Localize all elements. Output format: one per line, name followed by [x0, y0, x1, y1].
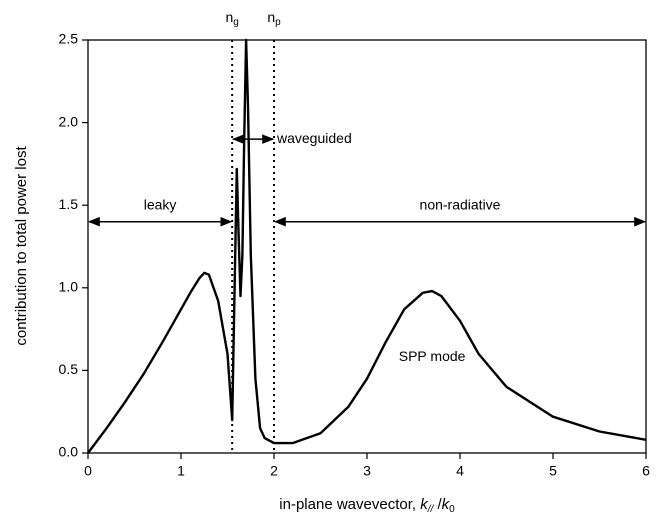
x-label-k: k [420, 496, 429, 513]
x-tick-label: 6 [642, 463, 650, 479]
reference-label-main: n [267, 9, 275, 25]
reference-label: ng [225, 9, 238, 28]
range-label: non-radiative [420, 196, 501, 212]
x-label-sep: / [433, 496, 442, 513]
x-label-text: in-plane wavevector, [279, 496, 420, 513]
y-tick-label: 0.5 [59, 361, 79, 377]
y-tick-label: 2.0 [59, 113, 79, 129]
y-tick-label: 2.5 [59, 31, 79, 47]
x-tick-label: 2 [270, 463, 278, 479]
x-tick-label: 0 [84, 463, 92, 479]
x-tick-label: 5 [549, 463, 557, 479]
data-line [87, 38, 647, 454]
plot-frame [87, 39, 647, 454]
x-axis-label: in-plane wavevector, k// /k0 [279, 496, 455, 515]
y-tick-label: 1.0 [59, 279, 79, 295]
range-label: leaky [144, 196, 177, 212]
reference-label-main: n [225, 9, 233, 25]
y-tick-label: 1.5 [59, 196, 79, 212]
y-tick-label: 0.0 [59, 444, 79, 460]
x-tick-label: 3 [363, 463, 371, 479]
x-label-k: k [442, 496, 451, 513]
x-tick-label: 4 [456, 463, 464, 479]
y-axis-label: contribution to total power lost [13, 146, 30, 346]
x-tick-label: 1 [177, 463, 185, 479]
x-label-sub: 0 [449, 504, 455, 515]
reference-label: np [267, 9, 281, 28]
annotation: SPP mode [399, 348, 466, 364]
reference-label-sub: p [275, 17, 281, 28]
reference-label-sub: g [233, 17, 239, 28]
range-label: waveguided [276, 130, 352, 146]
x-label-sub: // [427, 504, 435, 515]
